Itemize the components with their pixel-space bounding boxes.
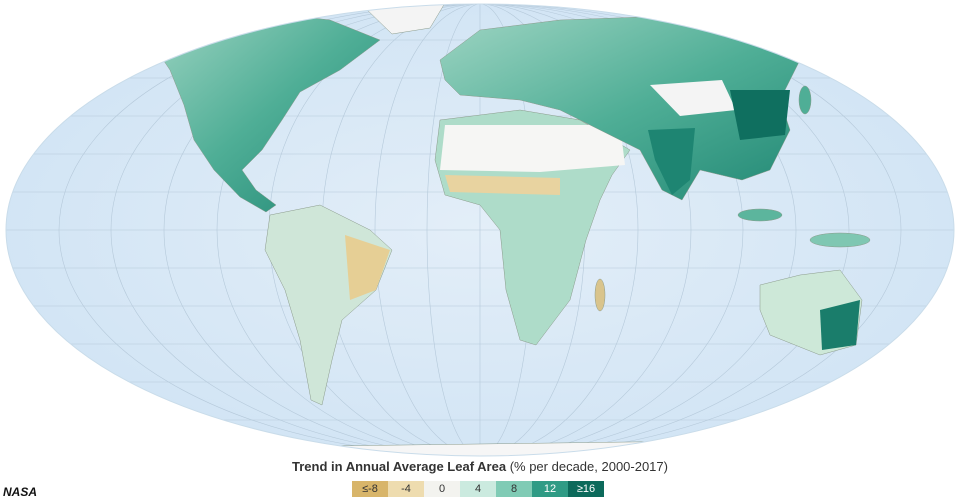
legend-swatch: -4 <box>388 481 424 497</box>
sahel <box>445 175 560 195</box>
legend-swatch: 4 <box>460 481 496 497</box>
map-body <box>6 4 954 456</box>
india <box>648 128 695 195</box>
map-outline <box>5 3 955 457</box>
greenland <box>359 4 446 35</box>
legend-subtitle: (% per decade, 2000-2017) <box>509 459 668 474</box>
legend-swatch: 8 <box>496 481 532 497</box>
new-guinea <box>809 232 871 248</box>
australia-east <box>820 300 860 350</box>
legend-swatch: ≤-8 <box>352 481 388 497</box>
land <box>149 4 901 456</box>
legend-title: Trend in Annual Average Leaf Area (% per… <box>0 459 960 474</box>
china-greening <box>730 90 790 140</box>
japan <box>798 85 812 115</box>
legend-title-main: Trend in Annual Average Leaf Area <box>292 459 507 474</box>
sahara <box>440 125 625 172</box>
legend-swatch: 12 <box>532 481 568 497</box>
legend: ≤-8 -4 0 4 8 12 ≥16 <box>352 481 604 497</box>
new-zealand <box>879 347 901 381</box>
credit: NASA <box>3 485 38 499</box>
tibet <box>650 80 736 116</box>
indonesia <box>737 208 783 222</box>
madagascar <box>594 278 606 312</box>
brazil-browning <box>345 235 390 300</box>
legend-swatch: 0 <box>424 481 460 497</box>
legend-swatch: ≥16 <box>568 481 604 497</box>
north-america <box>149 11 381 213</box>
world-map <box>5 3 955 457</box>
